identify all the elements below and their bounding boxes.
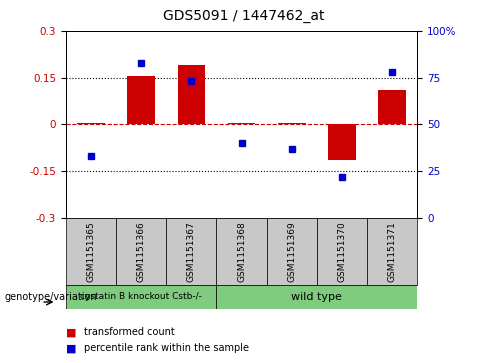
Text: wild type: wild type: [291, 292, 342, 302]
Bar: [328, 124, 356, 160]
Bar: [266, 218, 317, 285]
Text: genotype/variation: genotype/variation: [5, 291, 98, 302]
Text: GSM1151367: GSM1151367: [187, 221, 196, 282]
Text: GSM1151370: GSM1151370: [337, 221, 346, 282]
Bar: [228, 123, 255, 124]
Bar: [77, 123, 105, 124]
Bar: [127, 76, 155, 124]
Text: GDS5091 / 1447462_at: GDS5091 / 1447462_at: [163, 9, 325, 23]
Bar: [217, 285, 417, 309]
Text: ■: ■: [66, 327, 77, 337]
Text: GSM1151368: GSM1151368: [237, 221, 246, 282]
Bar: [367, 218, 417, 285]
Bar: [217, 218, 266, 285]
Text: ■: ■: [66, 343, 77, 354]
Text: cystatin B knockout Cstb-/-: cystatin B knockout Cstb-/-: [80, 292, 202, 301]
Bar: [116, 218, 166, 285]
Text: GSM1151366: GSM1151366: [137, 221, 146, 282]
Bar: [278, 123, 305, 124]
Bar: [178, 65, 205, 124]
Bar: [378, 90, 406, 124]
Text: transformed count: transformed count: [84, 327, 175, 337]
Text: GSM1151371: GSM1151371: [387, 221, 397, 282]
Text: GSM1151369: GSM1151369: [287, 221, 296, 282]
Text: GSM1151365: GSM1151365: [86, 221, 96, 282]
Bar: [66, 285, 217, 309]
Text: percentile rank within the sample: percentile rank within the sample: [84, 343, 249, 354]
Bar: [317, 218, 367, 285]
Bar: [166, 218, 217, 285]
Bar: [66, 218, 116, 285]
